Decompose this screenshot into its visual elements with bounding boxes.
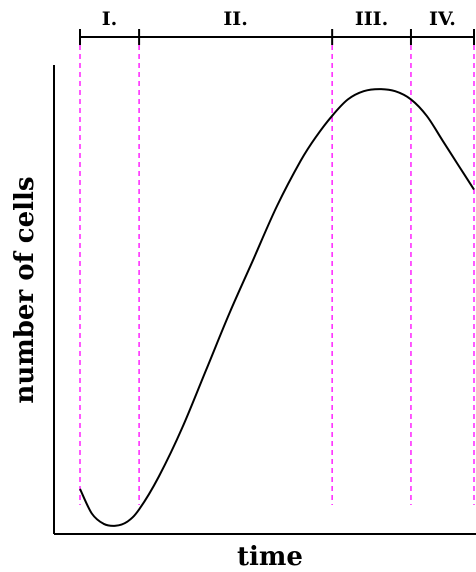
- y-axis-title: number of cells: [10, 176, 40, 403]
- growth-curve: [79, 88, 475, 527]
- phase-label: III.: [355, 8, 388, 30]
- phase-label: I.: [102, 8, 118, 30]
- x-axis-title: time: [237, 542, 303, 572]
- phase-label: II.: [223, 8, 247, 30]
- phase-boundaries: [79, 45, 475, 505]
- phase-label: IV.: [429, 8, 456, 30]
- axes: [53, 65, 476, 535]
- curve-layer: [79, 88, 475, 527]
- phase-bar: I. II. III. IV.: [79, 8, 475, 45]
